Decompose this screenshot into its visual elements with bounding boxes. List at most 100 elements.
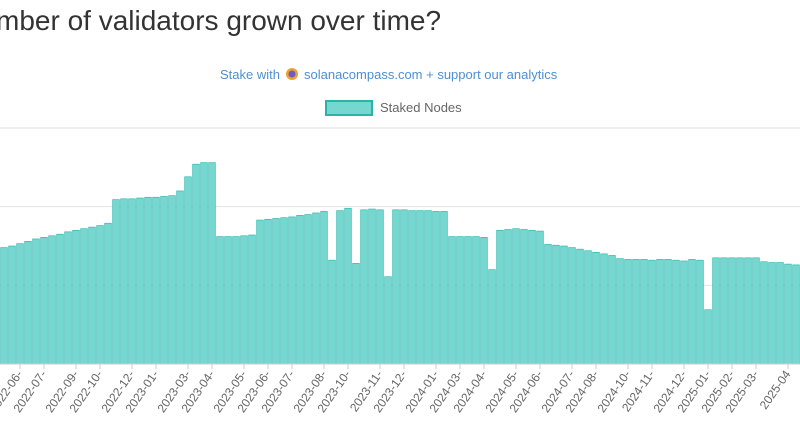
bar [240, 235, 248, 365]
bar [248, 234, 256, 365]
bar [496, 229, 504, 365]
bar [312, 212, 320, 365]
legend-label[interactable]: Staked Nodes [380, 100, 462, 115]
bar [688, 259, 696, 365]
bar [208, 162, 216, 365]
bar [112, 199, 120, 365]
bar [776, 262, 784, 365]
bar [616, 258, 624, 365]
bar [696, 259, 704, 365]
bar [152, 196, 160, 365]
bar [408, 210, 416, 365]
bar [64, 231, 72, 365]
bar [680, 260, 688, 365]
bar [16, 243, 24, 365]
bar [0, 247, 8, 365]
bar [128, 198, 136, 365]
bar [752, 257, 760, 365]
bar [520, 229, 528, 365]
bar [792, 264, 800, 365]
bar [472, 236, 480, 365]
bar [80, 228, 88, 365]
bar [296, 215, 304, 365]
bar [264, 218, 272, 365]
bar [40, 237, 48, 365]
bar [480, 237, 488, 365]
bar [72, 229, 80, 365]
bar [592, 251, 600, 365]
bar [656, 259, 664, 365]
bar [728, 257, 736, 365]
bar [672, 259, 680, 365]
bar [640, 259, 648, 365]
bar [528, 229, 536, 365]
bar [544, 244, 552, 365]
bar [120, 198, 128, 365]
bar [456, 236, 464, 365]
subtitle-link[interactable]: Stake with [220, 67, 280, 82]
bar [272, 218, 280, 365]
bar [328, 259, 336, 365]
bar [56, 233, 64, 365]
bar [176, 190, 184, 365]
bar [224, 236, 232, 365]
bar [464, 236, 472, 365]
bar [8, 245, 16, 365]
subtitle-link[interactable]: solanacompass.com + support our analytic… [304, 67, 558, 82]
bar [192, 163, 200, 365]
bar [24, 240, 32, 365]
bar [648, 259, 656, 365]
bar [288, 216, 296, 365]
bar [584, 250, 592, 365]
bar [184, 176, 192, 365]
bar [216, 236, 224, 365]
bar [576, 248, 584, 365]
bar [232, 236, 240, 365]
bar [256, 219, 264, 365]
bar [160, 196, 168, 365]
bar [488, 269, 496, 365]
bar [376, 209, 384, 365]
bar [168, 195, 176, 365]
bar [560, 245, 568, 365]
bar [512, 228, 520, 365]
x-tick-label: 2025-04 [757, 367, 794, 411]
bar [504, 229, 512, 365]
chart-title: mber of validators grown over time? [0, 5, 441, 36]
bar [200, 162, 208, 365]
bar [568, 247, 576, 365]
bar [48, 235, 56, 365]
bar [336, 210, 344, 365]
bar [784, 263, 792, 365]
bar [416, 210, 424, 365]
compass-icon [286, 68, 298, 80]
bar [392, 209, 400, 365]
bar [768, 262, 776, 365]
bar [552, 244, 560, 365]
bar [440, 211, 448, 365]
bar [736, 257, 744, 365]
bar [360, 209, 368, 365]
bar [136, 197, 144, 365]
bar [536, 230, 544, 365]
bar [88, 226, 96, 365]
bar [384, 276, 392, 365]
bar [424, 210, 432, 365]
legend-swatch [325, 100, 373, 116]
bar [632, 259, 640, 365]
bar [32, 238, 40, 365]
bar [400, 209, 408, 365]
bar [600, 253, 608, 365]
bar [712, 257, 720, 365]
bar [432, 211, 440, 365]
bar [720, 257, 728, 365]
bar [320, 211, 328, 365]
bar [448, 236, 456, 365]
bar [280, 217, 288, 365]
bar [352, 263, 360, 365]
bar [344, 207, 352, 365]
bar [104, 222, 112, 365]
bar [624, 259, 632, 365]
bar [304, 214, 312, 365]
